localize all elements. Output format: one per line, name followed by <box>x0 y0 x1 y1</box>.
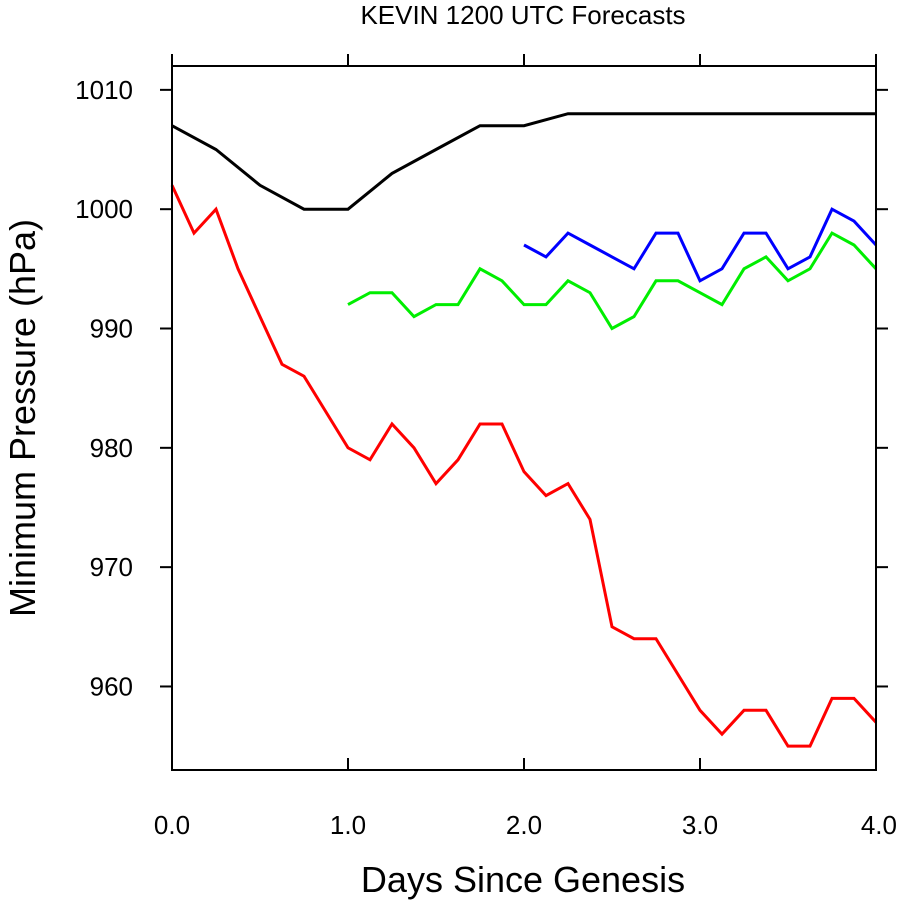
x-tick-label: 2.0 <box>506 810 542 840</box>
plot-frame <box>171 65 877 771</box>
plot-lines <box>170 112 878 748</box>
chart-title: KEVIN 1200 UTC Forecasts <box>360 0 685 30</box>
y-tick-label: 970 <box>90 552 133 582</box>
axis-ticks <box>160 54 888 770</box>
series-line-2 <box>170 184 878 748</box>
y-tick-label: 1000 <box>75 194 133 224</box>
x-axis-title: Days Since Genesis <box>361 859 685 900</box>
y-tick-label: 980 <box>90 433 133 463</box>
y-tick-label: 990 <box>90 314 133 344</box>
x-tick-label: 4.0 <box>861 810 897 840</box>
series-line-4 <box>523 207 878 283</box>
x-tick-label: 1.0 <box>330 810 366 840</box>
y-axis-title: Minimum Pressure (hPa) <box>2 219 43 617</box>
y-tick-label: 960 <box>90 671 133 701</box>
tick-labels: 0.0 1.0 2.0 3.0 4.0 960 970 980 990 1000 1010 <box>75 75 897 840</box>
series-line-1 <box>171 112 876 211</box>
series-line-3 <box>347 231 878 331</box>
x-tick-label: 0.0 <box>154 810 190 840</box>
y-tick-label: 1010 <box>75 75 133 105</box>
x-tick-label: 3.0 <box>682 810 718 840</box>
